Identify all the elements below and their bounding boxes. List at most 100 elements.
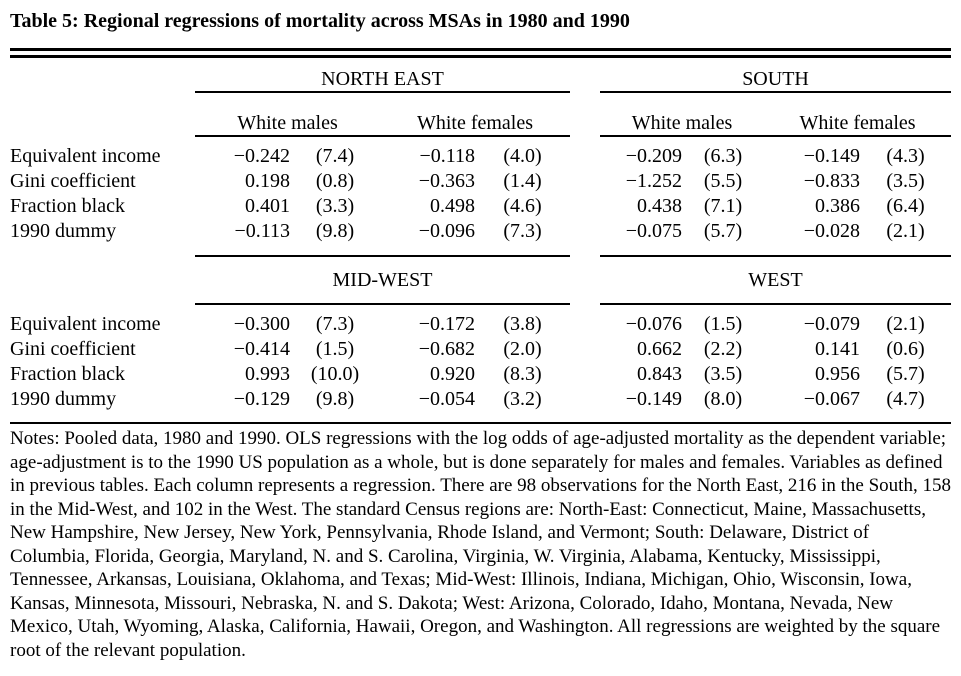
table-row: 1990 dummy −0.129 (9.8) −0.054 (3.2) −0.…: [10, 387, 951, 412]
spacer-cell: [570, 92, 600, 136]
table-row: Gini coefficient 0.198 (0.8) −0.363 (1.4…: [10, 169, 951, 194]
top-double-rule: [10, 48, 951, 58]
row-label: 1990 dummy: [10, 220, 117, 242]
spacer-cell: [570, 219, 600, 244]
row-label: Gini coefficient: [10, 170, 136, 192]
cell-coefficient: −0.067: [803, 388, 860, 410]
column-header-row: White males White females White males Wh…: [10, 92, 952, 137]
spacer-cell: [570, 256, 600, 304]
cell-coefficient: −0.833: [803, 170, 860, 192]
table-row: 1990 dummy −0.113 (9.8) −0.096 (7.3) −0.…: [10, 219, 951, 244]
cell-tstat: (10.0): [310, 363, 360, 385]
cell-coefficient: −0.414: [233, 338, 290, 360]
cell-coefficient: −0.149: [803, 145, 860, 167]
cell-coefficient: 0.956: [815, 363, 860, 385]
cell-coefficient: 0.141: [815, 338, 860, 360]
cell-coefficient: 0.401: [245, 195, 290, 217]
panel1-region-row: NORTH EAST SOUTH: [10, 58, 952, 93]
table-row: Equivalent income −0.300 (7.3) −0.172 (3…: [10, 304, 951, 337]
cell-coefficient: −0.209: [625, 145, 682, 167]
spacer-cell: [10, 58, 195, 92]
panel-separator-row: [10, 244, 952, 257]
cell-tstat: (4.0): [503, 145, 542, 167]
cell-tstat: (8.0): [703, 388, 743, 410]
row-label: Fraction black: [10, 363, 125, 385]
cell-tstat: (9.8): [315, 388, 355, 410]
spacer-cell: [570, 304, 600, 337]
cell-coefficient: 0.843: [637, 363, 682, 385]
table-row: Equivalent income −0.242 (7.4) −0.118 (4…: [10, 136, 951, 169]
row-label: Equivalent income: [10, 145, 161, 167]
cell-coefficient: −0.149: [625, 388, 682, 410]
cell-coefficient: −0.363: [418, 170, 475, 192]
cell-tstat: (2.1): [886, 220, 925, 242]
cell-tstat: (5.7): [886, 363, 925, 385]
col-header-white-females: White females: [380, 92, 570, 137]
table-end-spacer-row: [10, 412, 951, 422]
region-header-south: SOUTH: [600, 58, 952, 93]
cell-tstat: (4.7): [886, 388, 925, 410]
spacer-cell: [570, 194, 600, 219]
cell-coefficient: 0.662: [637, 338, 682, 360]
cell-tstat: (3.3): [315, 195, 355, 217]
col-header-white-females: White females: [764, 92, 952, 137]
cell-tstat: (1.5): [315, 338, 355, 360]
cell-coefficient: −0.113: [234, 220, 290, 242]
cell-coefficient: 0.993: [245, 363, 290, 385]
table-row: Fraction black 0.401 (3.3) 0.498 (4.6) 0…: [10, 194, 951, 219]
cell-coefficient: −0.096: [418, 220, 475, 242]
cell-tstat: (1.4): [503, 170, 542, 192]
cell-tstat: (9.8): [315, 220, 355, 242]
spacer-cell: [10, 92, 195, 136]
cell-coefficient: 0.386: [815, 195, 860, 217]
cell-tstat: (7.4): [315, 145, 355, 167]
cell-coefficient: −0.079: [803, 313, 860, 335]
cell-tstat: (3.5): [886, 170, 925, 192]
cell-coefficient: 0.438: [637, 195, 682, 217]
cell-tstat: (4.3): [886, 145, 925, 167]
cell-tstat: (5.7): [703, 220, 743, 242]
row-label: 1990 dummy: [10, 388, 117, 410]
cell-coefficient: −0.129: [233, 388, 290, 410]
row-label: Fraction black: [10, 195, 125, 217]
cell-coefficient: −0.075: [625, 220, 682, 242]
cell-coefficient: −0.028: [803, 220, 860, 242]
cell-coefficient: 0.920: [430, 363, 475, 385]
cell-tstat: (7.1): [703, 195, 743, 217]
cell-coefficient: 0.498: [430, 195, 475, 217]
cell-tstat: (5.5): [703, 170, 743, 192]
table-bottom-rule: [10, 422, 951, 424]
spacer-cell: [570, 58, 600, 92]
region-header-west: WEST: [600, 256, 952, 305]
cell-tstat: (7.3): [315, 313, 355, 335]
table-title: Table 5: Regional regressions of mortali…: [10, 10, 630, 32]
cell-coefficient: −0.172: [418, 313, 475, 335]
table-notes: Notes: Pooled data, 1980 and 1990. OLS r…: [10, 428, 951, 661]
spacer-cell: [570, 337, 600, 362]
spacer-cell: [10, 412, 951, 422]
cell-tstat: (0.8): [315, 170, 355, 192]
cell-tstat: (1.5): [703, 313, 743, 335]
spacer-cell: [570, 244, 600, 256]
panel2-region-row: MID-WEST WEST: [10, 256, 952, 305]
cell-tstat: (2.0): [503, 338, 542, 360]
cell-tstat: (4.6): [503, 195, 542, 217]
spacer-cell: [570, 169, 600, 194]
col-header-white-males: White males: [600, 92, 764, 137]
region-header-north-east: NORTH EAST: [195, 58, 570, 93]
col-header-white-males: White males: [195, 92, 380, 137]
cell-coefficient: −0.682: [418, 338, 475, 360]
cell-tstat: (8.3): [503, 363, 542, 385]
cell-coefficient: −0.054: [418, 388, 475, 410]
cell-tstat: (3.8): [503, 313, 542, 335]
spacer-cell: [570, 136, 600, 169]
cell-tstat: (0.6): [886, 338, 925, 360]
panel1-left-bottom-rule: [195, 244, 570, 257]
spacer-cell: [570, 362, 600, 387]
cell-coefficient: −0.118: [419, 145, 475, 167]
cell-tstat: (7.3): [503, 220, 542, 242]
spacer-cell: [570, 387, 600, 412]
row-label: Gini coefficient: [10, 338, 136, 360]
spacer-cell: [10, 244, 195, 256]
cell-tstat: (6.4): [886, 195, 925, 217]
